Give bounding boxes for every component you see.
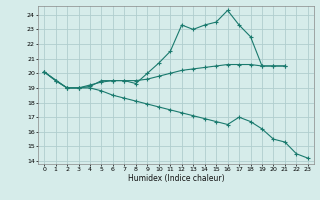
X-axis label: Humidex (Indice chaleur): Humidex (Indice chaleur) [128, 174, 224, 183]
